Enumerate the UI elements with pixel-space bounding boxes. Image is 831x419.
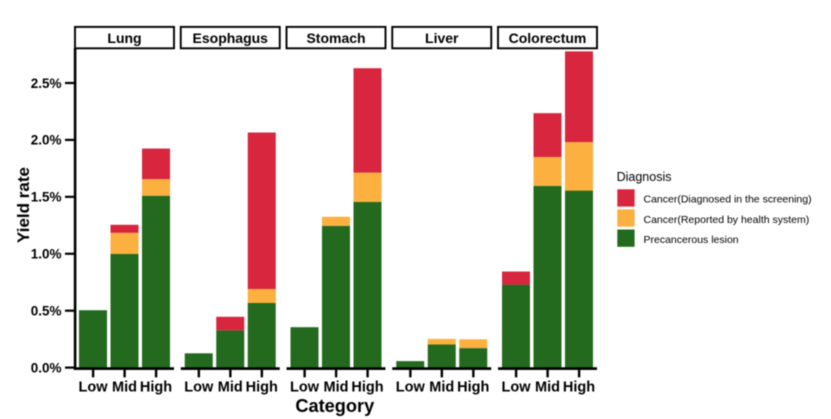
svg-text:0.0%: 0.0% <box>31 360 62 375</box>
svg-text:2.5%: 2.5% <box>31 76 62 91</box>
svg-text:Colorectum: Colorectum <box>509 30 587 46</box>
svg-text:High: High <box>140 380 172 396</box>
svg-text:Low: Low <box>184 380 214 396</box>
svg-text:2.0%: 2.0% <box>31 133 62 148</box>
svg-text:Mid: Mid <box>429 380 454 396</box>
svg-text:High: High <box>563 380 595 396</box>
svg-text:Liver: Liver <box>425 30 459 46</box>
svg-text:Yield rate: Yield rate <box>14 167 33 243</box>
svg-text:Low: Low <box>79 380 109 396</box>
svg-text:Lung: Lung <box>107 30 141 46</box>
svg-text:Mid: Mid <box>112 380 137 396</box>
svg-text:0.5%: 0.5% <box>31 303 62 318</box>
svg-text:Category: Category <box>295 396 375 416</box>
svg-text:Mid: Mid <box>324 380 349 396</box>
svg-text:High: High <box>246 380 278 396</box>
svg-text:1.5%: 1.5% <box>31 190 62 205</box>
svg-text:Cancer(Diagnosed in the screen: Cancer(Diagnosed in the screening) <box>644 194 812 206</box>
svg-text:Low: Low <box>502 380 532 396</box>
svg-text:Precancerous lesion: Precancerous lesion <box>644 234 739 246</box>
svg-text:High: High <box>351 380 383 396</box>
svg-text:1.0%: 1.0% <box>31 247 62 262</box>
svg-text:Cancer(Reported by health syst: Cancer(Reported by health system) <box>644 214 810 226</box>
svg-text:Mid: Mid <box>535 380 560 396</box>
svg-text:Mid: Mid <box>218 380 243 396</box>
svg-text:Stomach: Stomach <box>306 30 365 46</box>
svg-text:High: High <box>457 380 489 396</box>
svg-text:Low: Low <box>396 380 426 396</box>
svg-text:Diagnosis: Diagnosis <box>617 170 672 184</box>
svg-text:Esophagus: Esophagus <box>193 30 269 46</box>
svg-text:Low: Low <box>290 380 320 396</box>
